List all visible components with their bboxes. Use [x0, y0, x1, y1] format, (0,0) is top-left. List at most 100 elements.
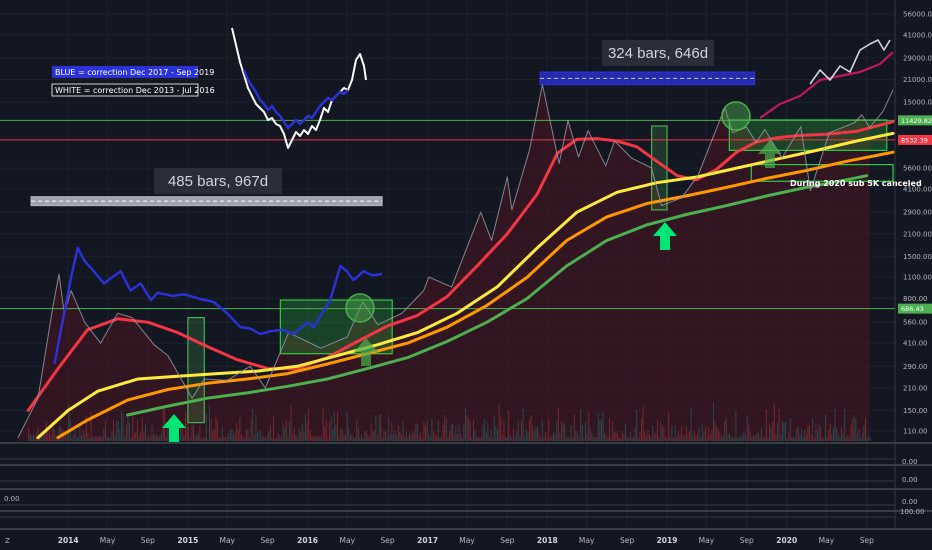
volume-bar — [765, 409, 767, 441]
volume-bar — [591, 433, 593, 441]
volume-bar — [129, 423, 130, 441]
volume-bar — [162, 406, 164, 441]
volume-bar — [524, 436, 526, 441]
volume-bar — [92, 437, 94, 441]
volume-bar — [36, 432, 38, 441]
volume-bar — [332, 429, 334, 441]
volume-bar — [225, 437, 226, 441]
volume-bar — [31, 435, 33, 441]
volume-bar — [641, 418, 642, 441]
volume-bar — [745, 435, 746, 441]
volume-bar — [188, 426, 190, 441]
volume-bar — [457, 434, 458, 441]
volume-bar — [197, 433, 199, 441]
volume-bar — [138, 435, 140, 441]
volume-bar — [273, 416, 274, 441]
volume-bar — [548, 418, 550, 441]
indicator-value-3: 0.00 — [902, 498, 918, 506]
legend-box: BLUE = correction Dec 2017 - Sep 2019 WH… — [51, 66, 215, 97]
volume-bar — [649, 434, 650, 441]
x-tick-label: Sep — [620, 536, 634, 545]
volume-bar — [100, 436, 102, 441]
volume-bar — [394, 430, 396, 441]
volume-bar — [810, 434, 812, 441]
volume-bar — [437, 420, 439, 441]
volume-bar — [154, 434, 156, 441]
volume-bar — [801, 428, 802, 441]
volume-bar — [631, 437, 633, 441]
volume-bar — [34, 436, 36, 441]
volume-bar — [209, 405, 210, 441]
volume-bar — [359, 437, 361, 441]
volume-bar — [241, 435, 242, 441]
volume-bar — [53, 428, 55, 441]
volume-bar — [205, 413, 207, 441]
price-label: 8532.39 — [901, 136, 928, 144]
volume-bar — [348, 428, 350, 441]
volume-bar — [764, 437, 766, 441]
volume-bar — [860, 437, 862, 441]
volume-bar — [71, 437, 73, 441]
volume-bar — [514, 435, 516, 441]
volume-bar — [463, 423, 465, 441]
volume-bar — [690, 407, 692, 441]
volume-bar — [321, 436, 322, 441]
volume-bar — [778, 409, 780, 441]
volume-bar — [711, 429, 713, 441]
volume-bar — [818, 423, 820, 441]
volume-bar — [599, 419, 601, 441]
volume-bar — [743, 431, 745, 441]
volume-bar — [202, 437, 204, 441]
volume-bar — [377, 435, 378, 441]
price-label-bg-2 — [898, 303, 932, 314]
volume-bar — [434, 434, 436, 441]
volume-bar — [73, 434, 74, 441]
volume-bar — [439, 437, 441, 441]
volume-bar — [509, 435, 511, 441]
volume-bar — [481, 436, 482, 441]
volume-bar — [79, 422, 81, 441]
volume-bar — [345, 433, 346, 441]
volume-bar — [604, 433, 606, 441]
volume-bar — [850, 424, 852, 441]
volume-bar — [391, 422, 393, 441]
volume-bar — [549, 437, 551, 441]
volume-bar — [178, 436, 180, 441]
indicator-value-1: 0.00 — [902, 458, 918, 466]
volume-bar — [817, 429, 818, 441]
volume-bar — [234, 432, 236, 441]
volume-bar — [468, 418, 470, 441]
volume-bar — [596, 437, 598, 441]
volume-bar — [669, 437, 671, 441]
volume-bar — [562, 423, 564, 441]
volume-bar — [210, 418, 212, 441]
volume-bar — [751, 436, 753, 441]
volume-bar — [700, 437, 702, 441]
volume-bar — [511, 437, 513, 441]
volume-bar — [533, 431, 535, 441]
volume-bar — [447, 437, 449, 441]
volume-bars — [28, 402, 871, 441]
volume-bar — [551, 435, 553, 441]
volume-bar — [474, 429, 476, 441]
price-axis-labels: 11429.82 8532.39 686.43 — [898, 115, 932, 314]
volume-bar — [719, 432, 721, 441]
volume-bar — [258, 432, 260, 441]
volume-bar — [167, 421, 169, 441]
volume-bar — [119, 430, 121, 441]
legend-white-bg — [51, 83, 199, 97]
volume-bar — [685, 426, 687, 441]
y-tick-label: 560.00 — [903, 319, 928, 327]
volume-bar — [290, 405, 292, 441]
volume-bar — [298, 428, 300, 441]
volume-bar — [802, 436, 804, 441]
volume-bar — [693, 430, 695, 441]
volume-bar — [58, 427, 60, 441]
y-tick-label: 150.00 — [903, 407, 928, 415]
volume-bar — [537, 426, 538, 441]
volume-bar — [471, 438, 473, 441]
volume-bar — [124, 436, 126, 441]
volume-bar — [340, 428, 342, 441]
volume-bar — [325, 419, 327, 441]
volume-bar — [647, 430, 649, 441]
